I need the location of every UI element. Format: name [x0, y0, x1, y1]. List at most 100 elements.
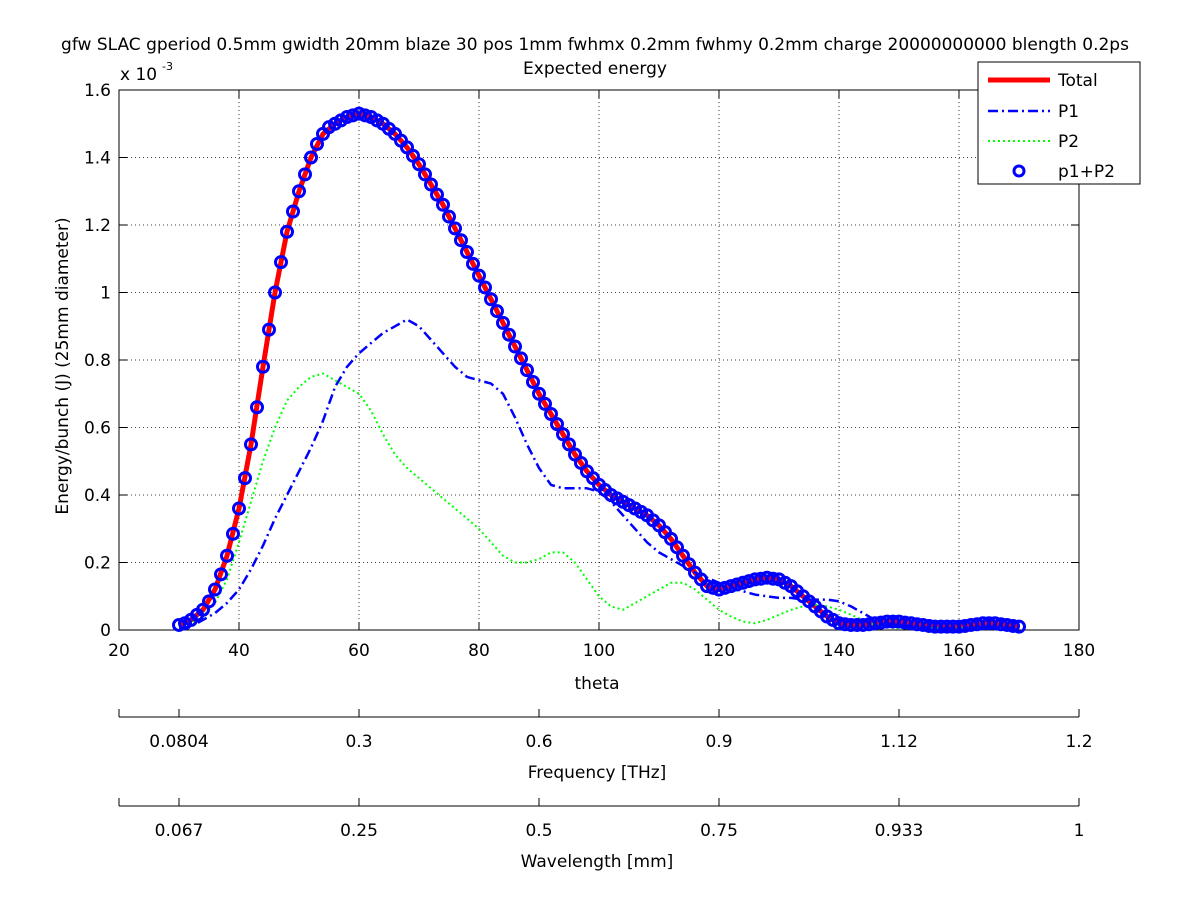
- data-point-p1-p2: [262, 322, 276, 337]
- secondary-tick-label: 0.067: [155, 821, 204, 841]
- y-tick-label: 1.4: [84, 149, 111, 169]
- x-tick-label: 60: [348, 641, 370, 661]
- data-point-p1-p2: [172, 617, 186, 632]
- data-point-p1-p2: [250, 400, 264, 415]
- secondary-tick-label: 1: [1074, 821, 1085, 841]
- y-tick-label: 0.2: [84, 554, 111, 574]
- y-tick-label: 0.6: [84, 419, 111, 439]
- data-point-p1-p2: [1012, 619, 1026, 634]
- y-tick-label: 1: [100, 284, 111, 304]
- legend-label-p2: P2: [1058, 132, 1079, 152]
- data-point-p1-p2: [502, 327, 516, 342]
- y-tick-label: 1.6: [84, 81, 111, 101]
- data-point-p1-p2: [520, 363, 534, 378]
- frequency-axis: 0.0804 0.3 0.6 0.9 1.12 1.2: [118, 709, 1093, 752]
- data-point-p1-p2: [490, 304, 504, 319]
- data-point-p1-p2: [208, 582, 222, 597]
- data-point-p1-p2: [538, 396, 552, 411]
- legend: Total P1 P2 p1+P2: [977, 61, 1141, 185]
- data-point-p1-p2: [202, 594, 216, 609]
- data-point-p1-p2: [550, 417, 564, 432]
- legend-label-p1: P1: [1058, 102, 1079, 122]
- secondary-tick-label: 0.75: [700, 821, 738, 841]
- data-point-p1-p2: [268, 285, 282, 300]
- secondary-tick-label: 0.9: [705, 732, 732, 752]
- data-point-p1-p2: [478, 280, 492, 295]
- chart-title: gfw SLAC gperiod 0.5mm gwidth 20mm blaze…: [61, 35, 1129, 55]
- data-point-p1-p2: [310, 137, 324, 151]
- data-point-p1-p2: [340, 110, 354, 124]
- data-point-p1-p2: [292, 184, 306, 199]
- data-point-p1-p2: [424, 177, 438, 192]
- series-layer: [172, 106, 1026, 634]
- data-point-p1-p2: [412, 157, 426, 172]
- secondary-tick-label: 0.6: [525, 732, 552, 752]
- secondary-tick-label: 1.2: [1065, 732, 1092, 752]
- data-point-p1-p2: [526, 374, 540, 389]
- data-point-p1-p2: [448, 221, 462, 236]
- y-tick-label: 0.4: [84, 486, 111, 506]
- data-point-p1-p2: [514, 351, 528, 366]
- secondary-tick-label: 0.933: [875, 821, 924, 841]
- data-point-p1-p2: [430, 187, 444, 202]
- secondary-tick-label: 0.0804: [149, 732, 208, 752]
- y-axis-label: Energy/bunch (J) (25mm diameter): [53, 217, 73, 514]
- y-tick-label: 0: [100, 621, 111, 641]
- data-point-p1-p2: [472, 268, 486, 283]
- data-point-p1-p2: [484, 292, 498, 307]
- x-tick-label: 180: [1063, 641, 1095, 661]
- data-point-p1-p2: [238, 471, 252, 486]
- data-point-p1-p2: [712, 582, 726, 597]
- data-point-p1-p2: [730, 577, 744, 592]
- frequency-axis-label: Frequency [THz]: [528, 763, 667, 783]
- data-point-p1-p2: [718, 580, 732, 595]
- data-point-p1-p2: [532, 386, 546, 401]
- secondary-tick-label: 0.25: [340, 821, 378, 841]
- data-point-p1-p2: [226, 526, 240, 541]
- wavelength-axis: 0.067 0.25 0.5 0.75 0.933 1: [118, 798, 1085, 841]
- data-point-p1-p2: [454, 233, 468, 248]
- data-point-p1-p2: [442, 209, 456, 224]
- y-exponent-base: x 10: [120, 65, 157, 85]
- y-exponent-power: -3: [162, 60, 173, 73]
- series-line-p2: [178, 372, 1019, 630]
- data-point-p1-p2: [304, 150, 318, 165]
- data-point-p1-p2: [466, 256, 480, 271]
- x-axis-label: theta: [575, 674, 620, 694]
- legend-swatch-p1p2: [1012, 164, 1026, 178]
- secondary-tick-label: 1.12: [880, 732, 918, 752]
- data-point-p1-p2: [556, 427, 570, 442]
- x-tick-label: 120: [703, 641, 735, 661]
- data-point-p1-p2: [418, 167, 432, 182]
- data-point-p1-p2: [220, 548, 234, 563]
- chart-subtitle: Expected energy: [523, 59, 667, 79]
- data-point-p1-p2: [256, 359, 270, 374]
- x-tick-label: 100: [583, 641, 615, 661]
- data-point-p1-p2: [562, 437, 576, 452]
- data-point-p1-p2: [244, 437, 258, 452]
- data-point-p1-p2: [298, 167, 312, 182]
- data-point-p1-p2: [214, 567, 228, 582]
- secondary-tick-label: 0.3: [345, 732, 372, 752]
- data-point-p1-p2: [736, 575, 750, 590]
- data-point-p1-p2: [352, 106, 366, 121]
- legend-label-total: Total: [1057, 71, 1098, 91]
- data-point-p1-p2: [280, 224, 294, 239]
- data-point-p1-p2: [766, 571, 780, 586]
- secondary-tick-label: 0.5: [525, 821, 552, 841]
- x-axis-ticks: 20 40 60 80 100 120 140 160 180: [108, 90, 1095, 661]
- grid-lines: [119, 90, 1079, 630]
- x-tick-label: 140: [823, 641, 855, 661]
- x-tick-label: 80: [468, 641, 490, 661]
- y-tick-label: 0.8: [84, 351, 111, 371]
- data-point-p1-p2: [724, 579, 738, 594]
- data-point-p1-p2: [358, 108, 372, 123]
- data-point-p1-p2: [436, 197, 450, 212]
- x-tick-label: 40: [228, 641, 250, 661]
- x-tick-label: 160: [943, 641, 975, 661]
- data-point-p1-p2: [232, 501, 246, 516]
- data-point-p1-p2: [460, 245, 474, 259]
- legend-label-p1p2: p1+P2: [1058, 162, 1115, 182]
